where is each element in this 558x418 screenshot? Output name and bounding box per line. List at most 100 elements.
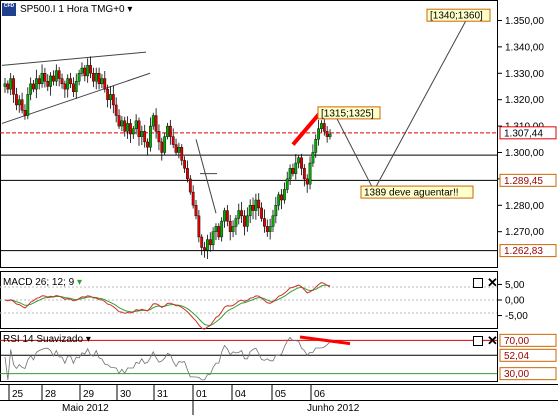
- rsi-label-box: [499, 367, 557, 381]
- candle-body: [106, 88, 110, 100]
- candle-body: [305, 178, 309, 185]
- candle-body: [243, 215, 246, 227]
- price-label-box: [499, 173, 557, 187]
- candle-body: [225, 210, 229, 222]
- macd-maximize-icon[interactable]: [473, 278, 483, 288]
- macd-close-icon[interactable]: ✕: [487, 275, 498, 290]
- candle-body: [23, 110, 27, 116]
- candle-body: [49, 75, 53, 87]
- ytick-label: 1.300,00: [505, 148, 544, 159]
- candle-body: [111, 94, 115, 106]
- xtick-label: 31: [157, 389, 169, 400]
- rsi-line: [4, 336, 331, 381]
- candle-body: [80, 67, 84, 74]
- candle-body: [100, 78, 104, 85]
- xtick-label: 29: [83, 389, 95, 400]
- candle-body: [77, 73, 81, 82]
- projection-line: [375, 20, 467, 188]
- candle-body: [86, 65, 90, 77]
- candle-body: [91, 73, 95, 82]
- candle-body: [285, 178, 289, 190]
- candle-body: [237, 210, 241, 219]
- candle-body: [32, 83, 35, 90]
- candle-body: [203, 247, 206, 251]
- main-panel-frame: [0, 0, 498, 268]
- candle-body: [300, 157, 303, 169]
- price-label-box: [499, 244, 557, 258]
- candle-body: [200, 236, 204, 248]
- main-chart-title[interactable]: SP500.I 1 Hora TMG+0 ▾: [20, 4, 132, 15]
- candle-body: [120, 120, 124, 127]
- xtick-label: 25: [12, 389, 24, 400]
- candle-body: [143, 131, 147, 143]
- candle-body: [97, 73, 101, 85]
- candle-body: [231, 226, 235, 232]
- candle-body: [311, 152, 315, 164]
- candle-body: [40, 73, 44, 85]
- candle-body: [186, 168, 189, 180]
- candle-body: [94, 73, 98, 82]
- candle-body: [37, 78, 41, 85]
- macd-title-text: MACD 26; 12; 9: [3, 277, 75, 288]
- candle-body: [234, 218, 238, 227]
- candle-body: [271, 215, 275, 227]
- rsi-panel-frame: [0, 331, 498, 382]
- candle-body: [109, 94, 112, 100]
- macd-title[interactable]: MACD 26; 12; 9 ▾: [3, 277, 82, 288]
- trend-line: [1, 51, 147, 66]
- rsi-title-text: RSI 14 Suavizado: [3, 334, 84, 345]
- candle-body: [220, 220, 224, 238]
- candle-body: [268, 226, 272, 232]
- dropdown-arrow-icon[interactable]: ▾: [76, 277, 82, 288]
- candle-body: [260, 207, 263, 219]
- candle-body: [208, 239, 212, 246]
- candle-body: [154, 115, 158, 132]
- rsi-close-icon[interactable]: ✕: [487, 333, 498, 348]
- candle-body: [83, 67, 87, 77]
- candle-body: [206, 239, 209, 251]
- candle-body: [240, 210, 244, 217]
- candle-body: [57, 70, 61, 79]
- candle-body: [131, 128, 135, 135]
- candle-body: [52, 75, 55, 82]
- candle-body: [129, 123, 132, 135]
- candle-body: [297, 157, 301, 164]
- candle-body: [9, 78, 13, 90]
- candle-body: [163, 136, 167, 153]
- price-label-box: [499, 126, 557, 140]
- dropdown-arrow-icon[interactable]: ▾: [127, 4, 133, 15]
- candle-body: [166, 125, 169, 137]
- month-label: Junho 2012: [307, 403, 360, 414]
- macd-ytick-label: 5,00: [505, 280, 525, 291]
- rsi-maximize-icon[interactable]: [473, 336, 483, 346]
- candle-body: [134, 120, 138, 129]
- candle-body: [322, 123, 326, 132]
- candle-body: [74, 80, 78, 92]
- candle-body: [294, 162, 298, 174]
- candle-body: [194, 205, 198, 217]
- candle-body: [223, 210, 226, 222]
- xtick-label: 06: [314, 389, 326, 400]
- candle-body: [317, 128, 320, 140]
- candle-body: [291, 168, 295, 174]
- candle-body: [191, 191, 195, 206]
- projection-line: [333, 112, 373, 188]
- rsi-divergence-marker: [299, 335, 351, 346]
- rsi-title[interactable]: RSI 14 Suavizado ▾: [3, 334, 91, 345]
- rsi-label-box: [499, 333, 557, 347]
- candle-body: [251, 205, 255, 211]
- macd-signal-line: [4, 284, 331, 326]
- candle-body: [17, 99, 21, 106]
- candle-body: [217, 226, 221, 238]
- candle-body: [197, 215, 201, 238]
- price-label: 1.262,83: [504, 246, 543, 257]
- ytick-label: 1.270,00: [505, 227, 544, 238]
- dropdown-arrow-icon[interactable]: ▾: [85, 334, 91, 345]
- xtick-label: 01: [196, 389, 208, 400]
- candle-body: [103, 78, 107, 90]
- red-marker-line: [291, 111, 322, 146]
- candle-body: [89, 65, 92, 74]
- candle-body: [60, 78, 64, 85]
